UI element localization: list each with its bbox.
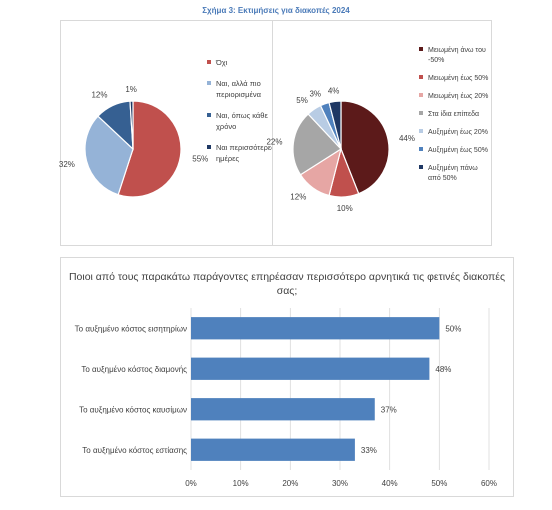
legend-entry: Αυξημένη έως 20% [428,128,488,136]
pie-slice [129,100,134,150]
legend-swatch [207,145,211,149]
x-tick-label: 20% [282,479,298,488]
legend-swatch [419,75,423,79]
legend-entry: από 50% [428,174,457,182]
legend-entry: Ναι, όπως κάθε [216,111,268,120]
pie-slice [117,100,182,198]
bar [191,398,375,421]
pie-chart-vacation-plans: 55% 32% 12% 1% Όχι Ναι, αλλά πιο περιορισμένα Ν… [59,20,275,246]
pie-slice [292,113,342,176]
legend-swatch [419,93,423,97]
pie-data-label: 44% [399,134,415,143]
y-category-label: Το αυξημένο κόστος καυσίμων [79,405,187,414]
legend-swatch [419,47,423,51]
bar-data-label: 33% [361,446,377,455]
y-category-label: Το αυξημένο κόστος εισητηρίων [75,324,187,333]
pie-data-label: 4% [328,86,340,95]
y-category-label: Το αυξημένο κόστος διαμονής [81,365,187,374]
pie-data-label: 3% [309,89,321,98]
pie-chart-vacation-budget: 44% 10% 12% 22% 5% 3% 4% Μειωμένη άνω του -50% Με… [266,20,492,246]
pie-chart-1-svg: 55% 32% 12% 1% Όχι Ναι, αλλά πιο περιορισμένα Ν… [59,58,275,198]
pie-slice [328,100,342,150]
legend-entry: Ναι, αλλά πιο [216,79,261,88]
legend-entry: Αυξημένη έως 50% [428,146,488,154]
pie-slice [84,115,134,196]
pie-slice [340,100,390,195]
legend-entry: -50% [428,57,444,64]
legend-swatch [419,129,423,133]
legend-swatch [207,113,211,117]
x-tick-label: 50% [431,479,447,488]
pie-data-label: 12% [290,193,306,202]
legend-swatch [419,111,423,115]
legend-swatch [207,81,211,85]
bar-data-label: 48% [435,365,451,374]
pie-data-label: 32% [59,160,75,169]
bar-data-label: 50% [445,324,461,333]
legend-entry: χρόνο [216,122,236,131]
pie-data-label: 5% [296,96,308,105]
pie-data-label: 1% [125,85,137,94]
pie-data-label: 12% [91,91,107,100]
legend-swatch [419,165,423,169]
pie-data-label: 10% [337,204,353,213]
bar-data-label: 37% [381,405,397,414]
bar-chart-title: Ποιοι από τους παρακάτω παράγοντες επηρέ… [68,271,506,297]
legend-entry: Όχι [215,58,228,67]
bar [191,357,430,380]
x-tick-label: 30% [332,479,348,488]
x-tick-label: 10% [233,479,249,488]
bar [191,317,440,340]
pie-chart-2-svg: 44% 10% 12% 22% 5%3% 4% Μειωμένη άνω του -50% Με… [266,46,488,213]
x-tick-label: 0% [185,479,197,488]
bar-chart-negative-factors: Ποιοι από τους παρακάτω παράγοντες επηρέ… [60,257,514,497]
x-tick-label: 60% [481,479,497,488]
legend-entry: Ναι περισσότερες [216,143,275,152]
legend-entry: Μειωμένη έως 50% [428,74,488,82]
legend-entry: Μειωμένη έως 20% [428,92,488,100]
figure-title: Σχήμα 3: Εκτιμήσεις για διακοπές 2024 [202,6,350,15]
legend-entry: Αυξημένη πάνω [428,164,478,172]
legend-entry: Στα ίδια επίπεδα [428,110,479,118]
pie-data-label: 55% [192,154,208,163]
legend-entry: Μειωμένη άνω του [428,46,486,54]
y-category-label: Το αυξημένο κόστος εστίασης [82,446,187,455]
legend-swatch [419,147,423,151]
bar [191,438,355,461]
x-tick-label: 40% [382,479,398,488]
pie-data-label: 22% [266,138,282,147]
legend-entry: περιορισμένα [216,90,262,99]
legend-entry: ημέρες [216,154,239,163]
legend-swatch [207,60,211,64]
bar-chart-svg: 0% 10% 20% 30% 40% 50% 60% Το αυξημένο κόστος ε… [75,308,497,488]
